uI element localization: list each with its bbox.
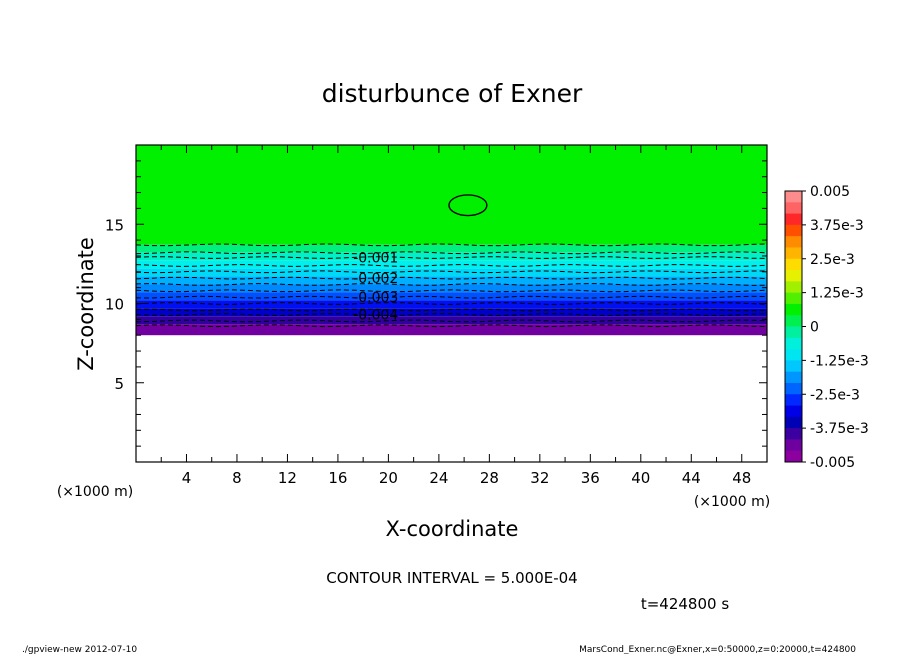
dashed-contour-line (135, 313, 768, 317)
contour-label: -0.002 (353, 271, 398, 287)
dashed-contour-line (135, 264, 768, 267)
dashed-contour-line (135, 243, 768, 247)
field-band-0 (136, 145, 767, 245)
y-axis-label: Z-coordinate (74, 237, 98, 371)
field-band-9 (136, 308, 767, 317)
field-band-11 (136, 324, 767, 336)
y-tick-label: 10 (105, 296, 124, 314)
x-axis-label: X-coordinate (386, 517, 519, 541)
field-band-10 (136, 316, 767, 325)
dashed-contour-line (135, 302, 768, 305)
colorbar-swatch (785, 450, 802, 463)
x-tick-label: 20 (379, 469, 398, 487)
colorbar-label: -3.75e-3 (810, 421, 869, 437)
x-tick-label: 4 (182, 469, 192, 487)
colorbar-swatch (785, 236, 802, 248)
dashed-contour-line (135, 289, 768, 293)
colorbar: 0.005 3.75e-3 2.5e-3 1.25e-3 0 -1.25e-3 -2.5e-… (784, 184, 869, 471)
colorbar-swatch (785, 337, 802, 350)
y-tick-label: 5 (114, 375, 124, 393)
x-tick-label: 8 (232, 469, 242, 487)
x-tick-label: 48 (732, 469, 751, 487)
colorbar-label: 0.005 (810, 184, 850, 200)
x-tick-label: 32 (530, 469, 549, 487)
colorbar-swatch (785, 382, 802, 395)
dashed-contour-line (135, 256, 768, 259)
field-band-5 (136, 276, 767, 285)
dashed-contour-line (135, 295, 768, 299)
contour-label: -0.001 (353, 251, 398, 267)
colorbar-swatch (785, 202, 802, 215)
dashed-contour-line (135, 276, 768, 280)
colorbar-swatch (785, 416, 802, 429)
x-axis-unit-right: (×1000 m) (694, 494, 770, 510)
x-axis-unit-left: (×1000 m) (57, 484, 133, 500)
colorbar-label: 1.25e-3 (810, 286, 864, 302)
x-tick-label: 36 (581, 469, 600, 487)
colorbar-swatch (785, 303, 802, 316)
colorbar-swatch (785, 292, 802, 305)
field-band-4 (136, 268, 767, 277)
x-tick-label: 28 (480, 469, 499, 487)
colorbar-swatch (785, 315, 802, 327)
dashed-contour-line (135, 324, 768, 328)
footer-right: MarsCond_Exner.nc@Exner,x=0:50000,z=0:20… (579, 645, 856, 654)
contour-interval-note: CONTOUR INTERVAL = 5.000E-04 (326, 569, 577, 587)
time-stamp: t=424800 s (641, 595, 729, 613)
field-band-2 (136, 252, 767, 261)
dashed-contour-line (135, 283, 768, 286)
dashed-contour-line (135, 319, 768, 323)
chart-title: disturbunce of Exner (322, 79, 583, 108)
x-tick-label: 44 (682, 469, 701, 487)
colorbar-swatch (785, 360, 802, 373)
colorbar-label: -2.5e-3 (810, 387, 860, 403)
colorbar-swatch (785, 247, 802, 260)
colorbar-label: 0 (810, 320, 819, 336)
field-band-7 (136, 292, 767, 301)
contour-label: -0.004 (353, 308, 398, 324)
colorbar-label: 2.5e-3 (810, 252, 855, 268)
colorbar-swatch (785, 191, 802, 203)
field-band-6 (136, 284, 767, 293)
x-tick-label: 40 (631, 469, 650, 487)
contour-label: -0.003 (353, 290, 398, 306)
x-tick-label: 12 (278, 469, 297, 487)
colorbar-label: -1.25e-3 (810, 353, 869, 369)
colorbar-label: -0.005 (810, 455, 855, 471)
colorbar-swatch (785, 270, 802, 282)
colorbar-swatch (785, 394, 802, 407)
x-tick-label: 24 (429, 469, 448, 487)
dashed-contour-line (135, 308, 768, 312)
x-tick-label: 16 (328, 469, 347, 487)
colorbar-swatch (785, 439, 802, 452)
zero-contour-loop (448, 194, 488, 217)
colorbar-swatch (785, 371, 802, 384)
y-tick-label: 15 (105, 216, 124, 234)
colorbar-swatch (785, 224, 802, 237)
colorbar-swatch (785, 428, 802, 440)
colorbar-swatch (785, 405, 802, 418)
colorbar-label: 3.75e-3 (810, 218, 864, 234)
footer-left: ./gpview-new 2012-07-10 (22, 645, 137, 654)
colorbar-swatch (785, 349, 802, 361)
colorbar-swatch (785, 326, 802, 339)
colorbar-swatch (785, 213, 802, 226)
field-band-1 (136, 244, 767, 253)
colorbar-swatch (785, 281, 802, 294)
dashed-contour-line (135, 251, 768, 255)
colorbar-swatch (785, 258, 802, 271)
dashed-contour-line (135, 270, 767, 274)
